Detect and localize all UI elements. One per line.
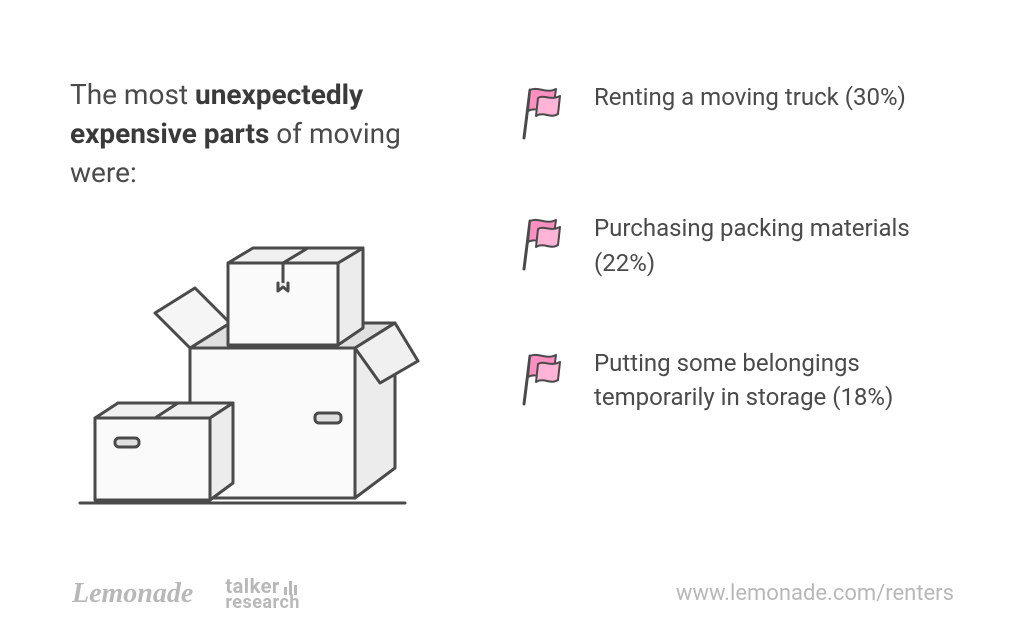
headline-prefix: The most <box>70 78 195 111</box>
left-column: The most unexpectedly expensive parts of… <box>70 75 470 527</box>
talker-line2: research <box>225 595 300 611</box>
talker-research-logo: talker research <box>225 577 300 611</box>
footer: Lemonade talker research www.lemonade.co… <box>72 577 954 611</box>
item-text: Putting some belongings temporarily in s… <box>594 346 954 416</box>
flag-icon <box>520 350 564 412</box>
list-item: Putting some belongings temporarily in s… <box>520 346 954 416</box>
footer-logos: Lemonade talker research <box>72 577 300 611</box>
boxes-illustration <box>60 233 470 527</box>
headline: The most unexpectedly expensive parts of… <box>70 75 470 193</box>
footer-url: www.lemonade.com/renters <box>676 581 954 606</box>
list-item: Renting a moving truck (30%) <box>520 80 954 146</box>
flag-icon <box>520 215 564 277</box>
list-item: Purchasing packing materials (22%) <box>520 211 954 281</box>
item-text: Purchasing packing materials (22%) <box>594 211 954 281</box>
lemonade-logo: Lemonade <box>72 578 193 610</box>
right-column: Renting a moving truck (30%) Purchasing … <box>520 75 954 527</box>
main-content: The most unexpectedly expensive parts of… <box>0 0 1024 527</box>
item-text: Renting a moving truck (30%) <box>594 80 906 115</box>
flag-icon <box>520 84 564 146</box>
